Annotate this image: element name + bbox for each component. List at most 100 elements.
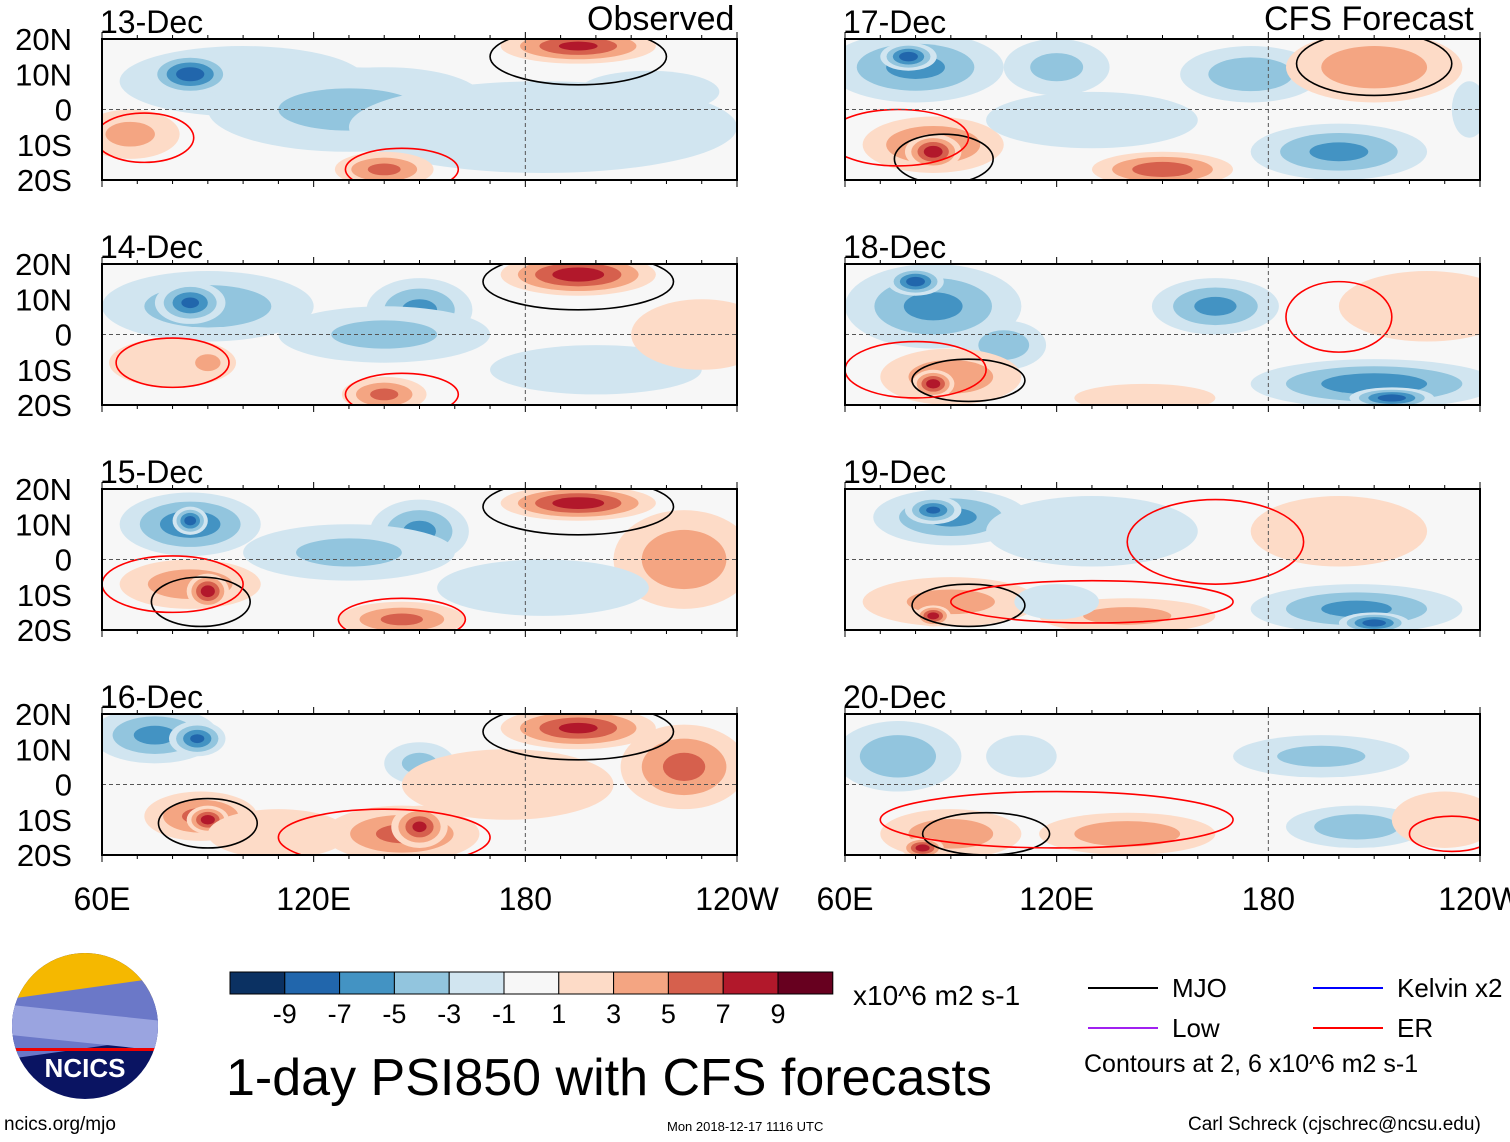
map-panel-20-Dec: 20-Dec xyxy=(843,679,1481,862)
anomaly-blob xyxy=(195,354,221,372)
legend-label: ER xyxy=(1397,1013,1433,1043)
contour-er xyxy=(1285,280,1393,353)
map-panel-17-Dec: 17-Dec xyxy=(843,4,1481,187)
colorbar-swatch xyxy=(667,971,724,995)
contour-mjo xyxy=(911,358,1026,403)
contour-er xyxy=(337,597,467,630)
lat-tick-label: 10S xyxy=(17,578,72,613)
lat-tick-label: 10N xyxy=(15,282,72,317)
lon-tick-label: 60E xyxy=(817,881,874,917)
legend-label: Low xyxy=(1172,1013,1220,1043)
contour-er xyxy=(277,808,491,855)
panel-date: 17-Dec xyxy=(843,4,946,40)
colorbar-swatch xyxy=(722,971,779,995)
anomaly-blob xyxy=(926,506,941,514)
anomaly-blob xyxy=(978,330,1030,360)
anomaly-blob xyxy=(176,67,205,82)
anomaly-blob xyxy=(200,585,215,598)
lat-tick-label: 10S xyxy=(17,803,72,838)
panel-date: 20-Dec xyxy=(843,679,946,715)
site-link[interactable]: ncics.org/mjo xyxy=(4,1114,116,1135)
anomaly-blob xyxy=(133,725,177,745)
panel-date: 15-Dec xyxy=(100,454,203,490)
colorbar-swatch xyxy=(503,971,560,995)
contour-mjo xyxy=(482,714,675,761)
lat-tick-label: 10N xyxy=(15,732,72,767)
anomaly-blob xyxy=(1250,496,1428,567)
anomaly-blob xyxy=(552,497,605,509)
anomaly-blob xyxy=(926,379,941,389)
anomaly-blob xyxy=(1309,142,1369,162)
lat-tick-label: 0 xyxy=(55,93,72,128)
anomaly-blob xyxy=(1074,821,1181,847)
anomaly-blob xyxy=(915,844,930,852)
anomaly-blob xyxy=(903,292,963,321)
contour-mjo xyxy=(482,489,675,536)
anomaly-blob xyxy=(1083,607,1172,625)
anomaly-blob xyxy=(899,51,918,62)
panel-date: 16-Dec xyxy=(100,679,203,715)
anomaly-field xyxy=(102,489,737,630)
contour-er xyxy=(1126,498,1305,585)
anomaly-blob xyxy=(296,538,402,567)
colorbar-label: 5 xyxy=(661,999,676,1029)
anomaly-blob xyxy=(1277,745,1366,767)
anomaly-blob xyxy=(437,559,649,616)
lat-tick-label: 0 xyxy=(55,768,72,803)
lat-tick-label: 10S xyxy=(17,353,72,388)
anomaly-blob xyxy=(1014,584,1099,620)
contour-er xyxy=(344,147,460,180)
lon-tick-label: 180 xyxy=(499,881,552,917)
anomaly-blob xyxy=(927,612,940,620)
colorbar-label: -1 xyxy=(492,999,516,1029)
map-panel-18-Dec: 18-Dec xyxy=(843,229,1481,412)
author: Carl Schreck (cjschrec@ncsu.edu) xyxy=(1188,1114,1481,1135)
ncics-logo: NCICS xyxy=(12,953,158,1099)
colorbar-label: -9 xyxy=(273,999,297,1029)
contour-er xyxy=(845,340,987,399)
contour-er xyxy=(115,337,230,389)
anomaly-blob xyxy=(558,41,598,51)
panel-date: 14-Dec xyxy=(100,229,203,265)
anomaly-blob xyxy=(1194,296,1237,316)
legend-label: Kelvin x2 xyxy=(1397,973,1503,1003)
contour-mjo xyxy=(1295,39,1453,97)
anomaly-blob xyxy=(631,299,737,370)
contour-mjo xyxy=(482,264,675,311)
anomaly-blob xyxy=(380,613,424,626)
colorbar-swatch xyxy=(613,971,669,995)
colorbar-label: 3 xyxy=(606,999,621,1029)
lon-tick-label: 120E xyxy=(276,881,351,917)
anomaly-field xyxy=(845,264,1480,405)
lat-tick-label: 20S xyxy=(17,163,72,198)
panel-date: 13-Dec xyxy=(100,4,203,40)
panel-date: 19-Dec xyxy=(843,454,946,490)
colorbar-label: 7 xyxy=(716,999,731,1029)
lon-tick-label: 120W xyxy=(695,881,779,917)
anomaly-field xyxy=(102,714,737,855)
anomaly-blob xyxy=(367,163,401,176)
anomaly-blob xyxy=(1314,814,1399,840)
legend-label: MJO xyxy=(1172,973,1227,1003)
contour-er xyxy=(102,555,244,614)
lat-tick-label: 20N xyxy=(15,247,72,282)
contour-mjo xyxy=(150,576,251,628)
anomaly-blob xyxy=(923,145,943,158)
contour-mjo xyxy=(157,797,259,849)
anomaly-blob xyxy=(986,496,1198,567)
anomaly-blob xyxy=(1321,46,1428,89)
timestamp: Mon 2018-12-17 1116 UTC xyxy=(667,1119,824,1134)
panel-date: 18-Dec xyxy=(843,229,946,265)
anomaly-blob xyxy=(986,91,1198,149)
anomaly-blob xyxy=(401,749,614,820)
anomaly-field xyxy=(862,489,1463,630)
anomaly-blob xyxy=(1132,161,1193,177)
colorbar-label: -7 xyxy=(328,999,352,1029)
anomaly-blob xyxy=(412,821,427,833)
colorbar-swatch xyxy=(229,971,286,995)
anomaly-blob xyxy=(370,388,399,401)
lat-tick-label: 0 xyxy=(55,543,72,578)
contour-er xyxy=(879,790,1234,849)
